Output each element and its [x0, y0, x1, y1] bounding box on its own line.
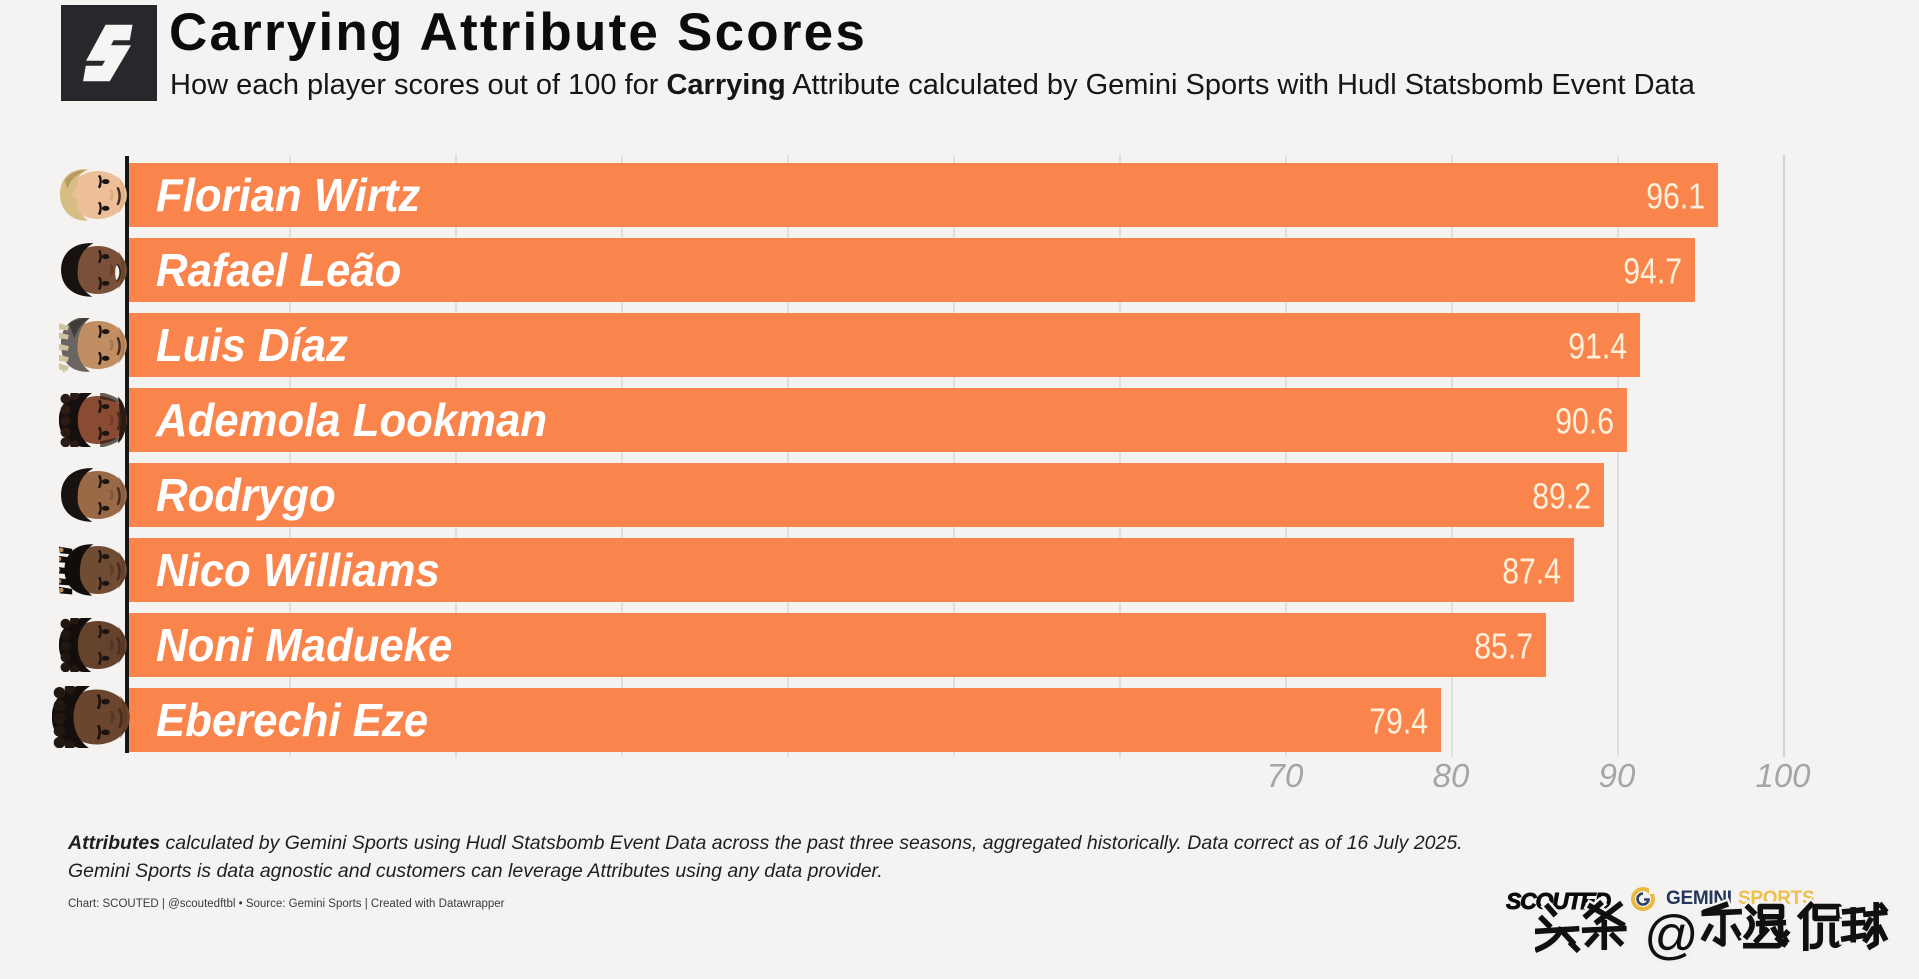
svg-text:@: @ — [1644, 905, 1699, 963]
svg-text:@: @ — [1644, 905, 1699, 963]
